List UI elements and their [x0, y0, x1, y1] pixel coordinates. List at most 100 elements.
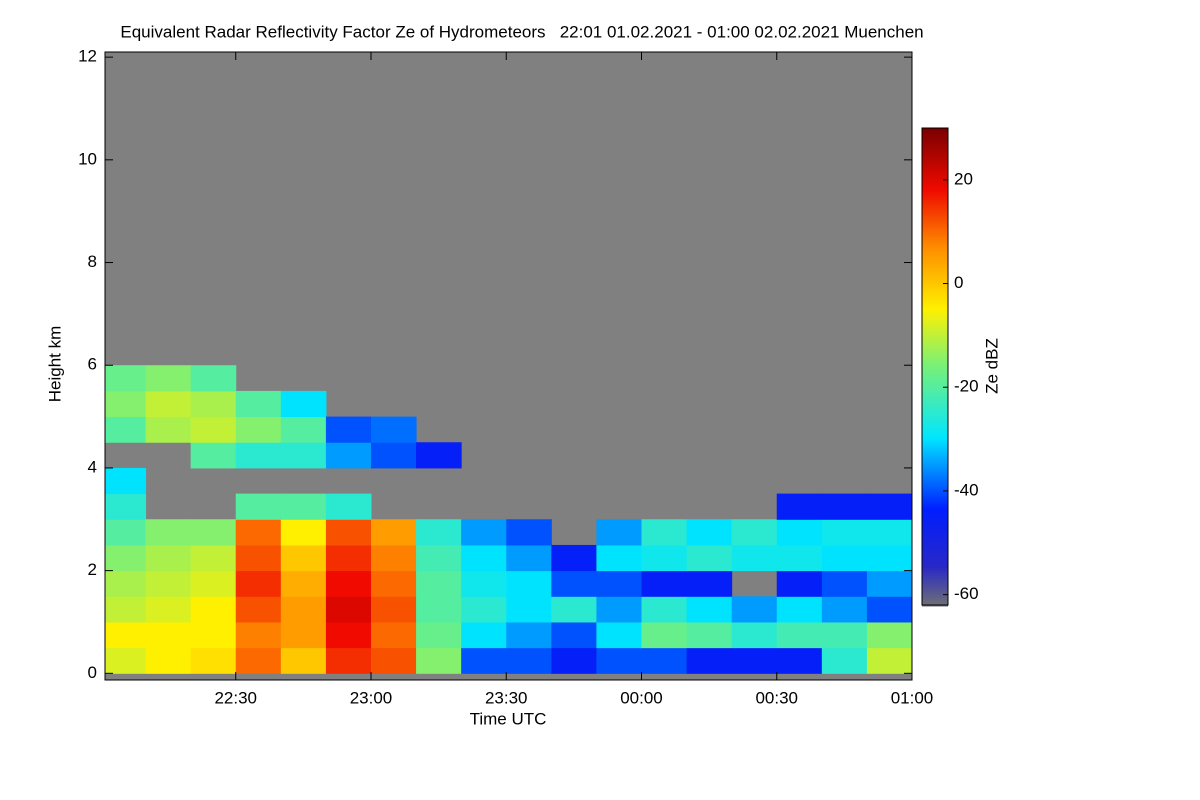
cell [416, 596, 462, 623]
colorbar-step [922, 334, 948, 337]
colorbar-step [922, 388, 948, 391]
cell [416, 621, 462, 649]
colorbar-step [922, 286, 948, 289]
cell [461, 544, 507, 572]
cell [325, 493, 372, 520]
cell [551, 596, 597, 623]
colorbar-step [922, 580, 948, 583]
cell [280, 390, 327, 418]
cell [686, 519, 733, 546]
colorbar-step [922, 284, 948, 287]
cell [145, 416, 192, 443]
colorbar-step [922, 410, 948, 413]
colorbar [922, 128, 948, 607]
colorbar-step [922, 514, 948, 517]
colorbar-tick-label: -20 [954, 377, 979, 396]
cell [776, 493, 823, 520]
x-axis-label: Time UTC [470, 709, 547, 728]
colorbar-step [922, 472, 948, 475]
colorbar-step [922, 464, 948, 467]
colorbar-step [922, 340, 948, 343]
colorbar-step [922, 456, 948, 459]
colorbar-step [922, 346, 948, 349]
cell [370, 442, 417, 469]
colorbar-step [922, 228, 948, 231]
colorbar-step [922, 558, 948, 561]
colorbar-step [922, 406, 948, 409]
colorbar-step [922, 476, 948, 479]
colorbar-step [922, 508, 948, 511]
colorbar-step [922, 416, 948, 419]
colorbar-step [922, 382, 948, 385]
cell [145, 544, 192, 572]
plot-frame [104, 51, 913, 681]
colorbar-step [922, 146, 948, 149]
colorbar-step [922, 204, 948, 207]
colorbar-step [922, 480, 948, 483]
y-tick-label: 0 [88, 663, 97, 682]
colorbar-tick-label: -60 [954, 584, 979, 603]
colorbar-step [922, 244, 948, 247]
colorbar-step [922, 564, 948, 567]
cell [416, 647, 462, 674]
cell [145, 519, 192, 546]
colorbar-step [922, 550, 948, 553]
colorbar-step [922, 510, 948, 513]
cell [105, 621, 147, 649]
colorbar-step [922, 148, 948, 151]
cell [731, 519, 778, 546]
colorbar-step [922, 392, 948, 395]
cell [325, 416, 372, 443]
colorbar-step [922, 448, 948, 451]
colorbar-step [922, 412, 948, 415]
cell [325, 570, 372, 597]
colorbar-step [922, 130, 948, 133]
colorbar-step [922, 386, 948, 389]
cell [190, 647, 237, 674]
cell [506, 544, 552, 572]
colorbar-step [922, 248, 948, 251]
colorbar-step [922, 132, 948, 135]
colorbar-step [922, 370, 948, 373]
colorbar-step [922, 548, 948, 551]
colorbar-step [922, 486, 948, 489]
colorbar-step [922, 288, 948, 291]
colorbar-step [922, 522, 948, 525]
colorbar-step [922, 136, 948, 139]
cell [235, 442, 282, 469]
cell [190, 570, 237, 597]
colorbar-step [922, 354, 948, 357]
colorbar-step [922, 454, 948, 457]
x-tick-label: 01:00 [891, 688, 934, 707]
cell [235, 596, 282, 623]
colorbar-step [922, 424, 948, 427]
colorbar-step [922, 318, 948, 321]
cell [821, 596, 868, 623]
colorbar-step [922, 538, 948, 541]
y-tick-label: 6 [88, 355, 97, 374]
colorbar-step [922, 506, 948, 509]
colorbar-step [922, 338, 948, 341]
cell [551, 544, 597, 572]
cell [821, 647, 868, 674]
cell [370, 544, 417, 572]
colorbar-step [922, 462, 948, 465]
cell [280, 647, 327, 674]
colorbar-step [922, 224, 948, 227]
cell [280, 621, 327, 649]
colorbar-step [922, 490, 948, 493]
cell [105, 416, 147, 443]
cell [370, 647, 417, 674]
colorbar-step [922, 494, 948, 497]
cell [416, 519, 462, 546]
colorbar-step [922, 420, 948, 423]
x-tick-label: 22:30 [214, 688, 257, 707]
colorbar-step [922, 138, 948, 141]
colorbar-step [922, 174, 948, 177]
cell [461, 621, 507, 649]
cell [325, 596, 372, 623]
cell [506, 647, 552, 674]
colorbar-step [922, 226, 948, 229]
cell [821, 519, 868, 546]
colorbar-step [922, 432, 948, 435]
